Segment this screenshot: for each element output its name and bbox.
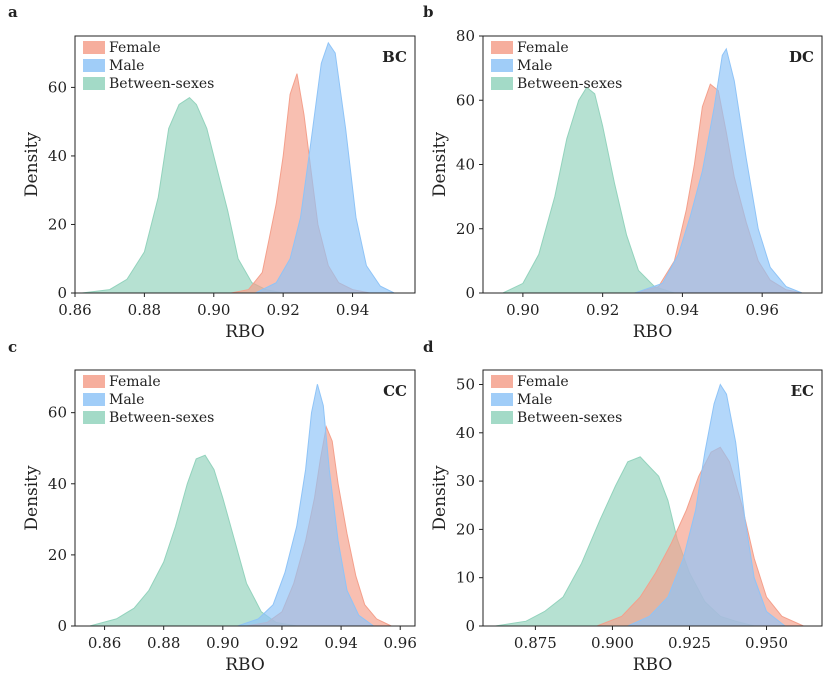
axes-frame [482, 35, 823, 294]
x-tick-label: 0.94 [324, 634, 357, 652]
legend-label: Male [109, 392, 144, 408]
x-tick-label: 0.90 [197, 301, 230, 319]
legend-label: Between-sexes [517, 410, 622, 426]
chart-panel-d: 0.875 0.900 0.925 0.950 0 10 20 30 40 50 RBO Densit… [423, 338, 823, 675]
x-axis-label: RBO [225, 655, 265, 675]
x-tick-label: 0.94 [336, 301, 369, 319]
chart-panel-c: 0.86 0.88 0.90 0.92 0.94 0.96 0 20 40 60 RBO Densit… [8, 338, 417, 675]
legend-swatch [491, 411, 513, 424]
y-tick-label: 0 [465, 617, 475, 635]
legend-swatch [491, 77, 513, 90]
y-tick-label: 50 [456, 375, 475, 393]
x-tick-label: 0.90 [506, 301, 539, 319]
legend-label: Female [109, 374, 161, 390]
x-axis-label: RBO [633, 655, 673, 675]
chart-panel-a: 0.86 0.88 0.90 0.92 0.94 0 20 40 60 RBO Density a BC… [8, 3, 416, 342]
x-tick-label: 0.96 [745, 301, 778, 319]
x-tick-label: 0.875 [514, 634, 557, 652]
panel-tag: EC [791, 382, 814, 400]
y-tick-label: 0 [57, 284, 67, 302]
panel-tag: DC [789, 48, 814, 66]
panel-tag: BC [382, 48, 407, 66]
panel-letter: c [8, 338, 17, 356]
legend-swatch [83, 411, 105, 424]
y-tick-label: 40 [48, 147, 67, 165]
panel-letter: b [423, 3, 434, 21]
y-tick-label: 20 [48, 546, 67, 564]
x-axis-label: RBO [225, 322, 265, 342]
density-area-male [255, 41, 395, 294]
x-tick-label: 0.90 [206, 634, 239, 652]
y-tick-label: 10 [456, 569, 475, 587]
panel-tag: CC [383, 382, 407, 400]
density-area-male [634, 47, 803, 294]
legend-label: Female [517, 374, 569, 390]
x-tick-label: 0.92 [266, 301, 299, 319]
y-tick-label: 40 [48, 475, 67, 493]
density-area-between-sexes [89, 454, 297, 627]
x-tick-label: 0.950 [745, 634, 788, 652]
legend-swatch [491, 59, 513, 72]
legend-label: Male [517, 392, 552, 408]
y-axis-label: Density [22, 131, 42, 197]
axes-frame [74, 369, 416, 627]
legend-label: Between-sexes [109, 76, 214, 92]
y-tick-label: 60 [456, 91, 475, 109]
legend-swatch [83, 41, 105, 54]
y-tick-label: 40 [456, 424, 475, 442]
density-area-between-sexes [81, 97, 284, 294]
y-tick-label: 60 [48, 404, 67, 422]
x-tick-label: 0.92 [265, 634, 298, 652]
x-tick-label: 0.86 [58, 301, 91, 319]
y-tick-label: 60 [48, 78, 67, 96]
legend-swatch [83, 59, 105, 72]
legend-label: Male [517, 58, 552, 74]
x-tick-label: 0.925 [668, 634, 711, 652]
y-tick-label: 0 [57, 617, 67, 635]
density-area-between-sexes [502, 86, 675, 294]
x-tick-label: 0.88 [128, 301, 161, 319]
y-axis-label: Density [430, 465, 450, 531]
legend-label: Female [517, 40, 569, 56]
panel-letter: a [8, 3, 18, 21]
x-tick-label: 0.900 [591, 634, 634, 652]
density-area-male [627, 383, 787, 627]
chart-panel-b: 0.90 0.92 0.94 0.96 0 20 40 60 80 RBO Density b DC Fe… [423, 3, 823, 342]
density-area-male [237, 384, 376, 627]
x-axis-label: RBO [633, 322, 673, 342]
x-tick-label: 0.96 [384, 634, 417, 652]
legend-swatch [83, 375, 105, 388]
legend-swatch [83, 393, 105, 406]
legend-swatch [83, 77, 105, 90]
panel-letter: d [423, 338, 434, 356]
x-tick-label: 0.86 [88, 634, 121, 652]
legend-swatch [491, 393, 513, 406]
legend-swatch [491, 375, 513, 388]
y-axis-label: Density [430, 131, 450, 197]
y-tick-label: 40 [456, 156, 475, 174]
y-tick-label: 80 [456, 27, 475, 45]
x-tick-label: 0.88 [147, 634, 180, 652]
legend-label: Between-sexes [517, 76, 622, 92]
legend-label: Between-sexes [109, 410, 214, 426]
axes-frame [74, 35, 416, 294]
y-tick-label: 20 [456, 520, 475, 538]
x-tick-label: 0.94 [666, 301, 699, 319]
y-tick-label: 20 [48, 215, 67, 233]
y-tick-label: 30 [456, 472, 475, 490]
y-tick-label: 0 [465, 284, 475, 302]
y-tick-label: 20 [456, 220, 475, 238]
legend-label: Male [109, 58, 144, 74]
axes-frame [482, 369, 823, 627]
legend-label: Female [109, 40, 161, 56]
y-axis-label: Density [22, 465, 42, 531]
x-tick-label: 0.92 [586, 301, 619, 319]
legend-swatch [491, 41, 513, 54]
